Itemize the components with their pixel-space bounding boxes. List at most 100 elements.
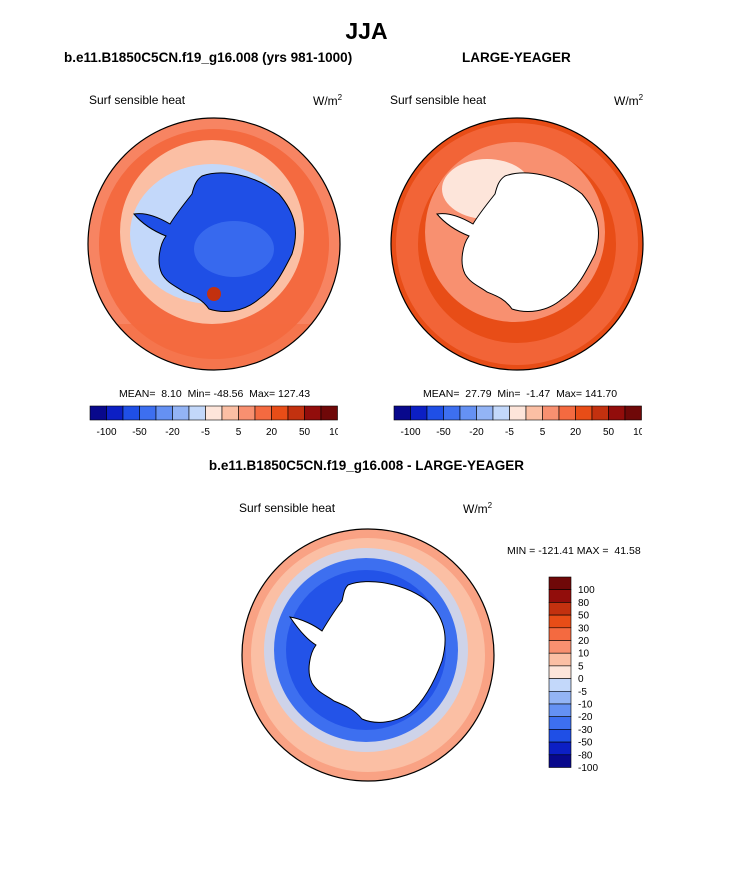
colorbar-swatch — [542, 405, 560, 421]
right-polar-map — [390, 117, 644, 371]
diff-variable-label: Surf sensible heat — [239, 501, 336, 515]
colorbar-swatch — [575, 405, 593, 421]
left-interior-patch — [194, 221, 274, 277]
colorbar-swatch — [548, 589, 572, 603]
left-hotspot — [207, 287, 221, 301]
colorbar-swatch — [459, 405, 477, 421]
colorbar-tick-label: 100 — [329, 427, 338, 438]
colorbar-tick-label: 30 — [578, 623, 590, 634]
colorbar-swatch — [320, 405, 338, 421]
colorbar-swatch — [155, 405, 173, 421]
colorbar-tick-label: -20 — [469, 427, 484, 438]
colorbar-swatch — [548, 741, 572, 756]
colorbar-swatch — [548, 640, 572, 654]
colorbar-swatch — [548, 754, 572, 768]
diff-units-label: W/m2 — [463, 501, 493, 516]
colorbar-swatch — [254, 405, 272, 421]
colorbar-swatch — [548, 678, 572, 692]
colorbar-swatch — [548, 691, 572, 705]
colorbar-swatch — [443, 405, 461, 421]
colorbar-tick-label: -10 — [578, 700, 593, 711]
colorbar-tick-label: 5 — [540, 427, 546, 438]
colorbar-swatch — [525, 405, 543, 421]
right-antarctica-landmass — [436, 172, 600, 312]
colorbar-swatch — [271, 405, 289, 421]
colorbar-tick-label: 100 — [578, 585, 595, 596]
colorbar-tick-label: -5 — [201, 427, 210, 438]
colorbar-tick-label: 10 — [578, 649, 590, 660]
colorbar-tick-label: -30 — [578, 725, 593, 736]
colorbar-swatch — [608, 405, 626, 421]
colorbar-tick-label: -100 — [400, 427, 420, 438]
left-run-title: b.e11.B1850C5CN.f19_g16.008 (yrs 981-100… — [64, 50, 353, 65]
colorbar-swatch — [548, 716, 572, 730]
diff-stats: MIN = -121.41 MAX = 41.58 — [507, 545, 641, 557]
diff-polar-map — [241, 528, 495, 782]
colorbar-tick-label: 20 — [578, 636, 590, 647]
colorbar-tick-label: 50 — [578, 611, 590, 622]
right-units-label: W/m2 — [614, 93, 644, 108]
colorbar-swatch — [221, 405, 239, 421]
colorbar-swatch — [287, 405, 305, 421]
left-variable-label: Surf sensible heat — [89, 93, 186, 107]
right-stats: MEAN= 27.79 Min= -1.47 Max= 141.70 — [423, 388, 618, 400]
colorbar-tick-label: -100 — [578, 763, 598, 774]
left-units-label: W/m2 — [313, 93, 343, 108]
colorbar-swatch — [304, 405, 322, 421]
colorbar-swatch — [238, 405, 256, 421]
colorbar-tick-label: -20 — [165, 427, 180, 438]
colorbar-swatch — [139, 405, 157, 421]
right-colorbar: -100 -50 -20 -5 5 20 50 100 — [393, 405, 642, 438]
colorbar-swatch — [548, 652, 572, 667]
colorbar-tick-label: 100 — [633, 427, 642, 438]
left-stats: MEAN= 8.10 Min= -48.56 Max= 127.43 — [119, 388, 311, 400]
colorbar-tick-label: -5 — [505, 427, 514, 438]
colorbar-tick-label: 50 — [603, 427, 615, 438]
colorbar-swatch — [106, 405, 124, 421]
right-variable-label: Surf sensible heat — [390, 93, 487, 107]
figure-title: JJA — [345, 18, 388, 44]
colorbar-swatch — [476, 405, 494, 421]
colorbar-tick-label: 50 — [299, 427, 311, 438]
diff-antarctica-landmass — [288, 581, 446, 723]
left-colorbar: -100 -50 -20 -5 5 20 50 100 — [89, 405, 338, 438]
colorbar-swatch — [548, 729, 572, 743]
colorbar-tick-label: 20 — [570, 427, 582, 438]
diff-map-border — [241, 528, 495, 782]
colorbar-swatch — [548, 703, 572, 717]
colorbar-tick-label: 80 — [578, 598, 590, 609]
colorbar-swatch — [591, 405, 609, 421]
colorbar-swatch — [426, 405, 444, 421]
colorbar-tick-label: 5 — [236, 427, 242, 438]
colorbar-tick-label: -50 — [132, 427, 147, 438]
colorbar-tick-label: -20 — [578, 712, 593, 723]
right-run-title: LARGE-YEAGER — [462, 50, 571, 65]
colorbar-swatch — [548, 602, 572, 616]
colorbar-swatch — [122, 405, 140, 421]
colorbar-swatch — [172, 405, 190, 421]
colorbar-tick-label: 20 — [266, 427, 278, 438]
colorbar-tick-label: -50 — [436, 427, 451, 438]
colorbar-swatch — [558, 405, 576, 421]
colorbar-tick-label: -80 — [578, 750, 593, 761]
colorbar-swatch — [393, 405, 411, 421]
colorbar-swatch — [89, 405, 107, 421]
colorbar-swatch — [509, 405, 527, 421]
left-polar-map — [87, 117, 341, 371]
colorbar-swatch — [188, 405, 206, 421]
left-map-border — [87, 117, 341, 371]
colorbar-tick-label: -50 — [578, 738, 593, 749]
colorbar-swatch — [410, 405, 428, 421]
colorbar-swatch — [492, 405, 510, 421]
colorbar-tick-label: -100 — [96, 427, 116, 438]
colorbar-tick-label: 5 — [578, 661, 584, 672]
colorbar-swatch — [548, 627, 572, 641]
colorbar-swatch — [548, 614, 572, 629]
colorbar-swatch — [548, 576, 572, 590]
colorbar-swatch — [205, 405, 223, 421]
colorbar-tick-label: -5 — [578, 687, 587, 698]
right-map-border — [390, 117, 644, 371]
colorbar-tick-label: 0 — [578, 674, 584, 685]
colorbar-swatch — [548, 665, 572, 679]
